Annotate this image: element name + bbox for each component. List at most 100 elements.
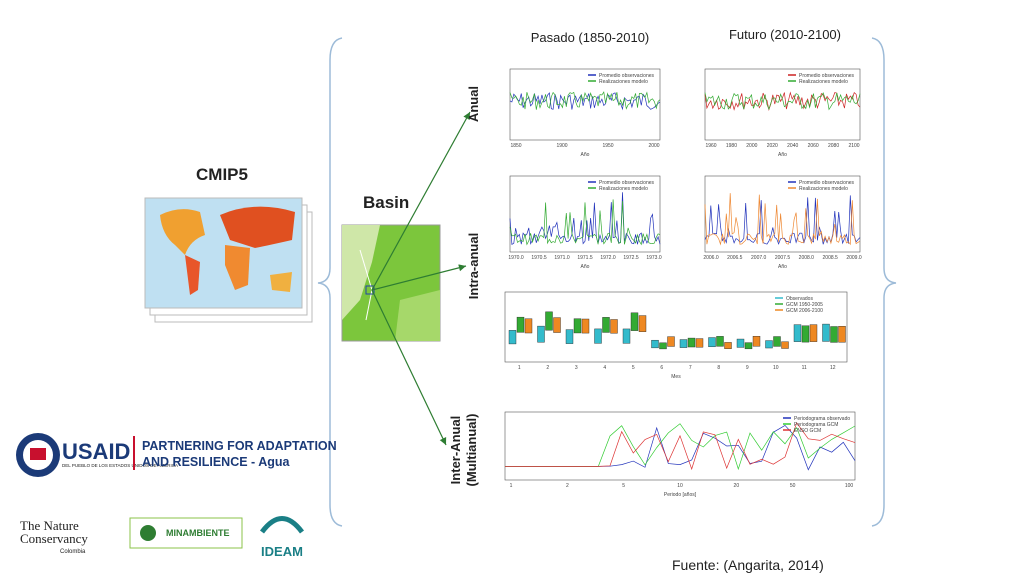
x-tick-label: 2000 <box>746 143 757 149</box>
legend-label: GCM 1950-2005 <box>786 302 823 308</box>
tnc-sub: Colombia <box>60 549 86 555</box>
box <box>537 325 545 343</box>
trace <box>509 92 661 111</box>
x-tick-label: 1980 <box>726 143 737 149</box>
box <box>765 340 773 349</box>
box <box>524 318 533 334</box>
x-axis-label: Año <box>778 152 787 158</box>
x-tick-label: 100 <box>845 483 854 489</box>
x-axis-label: Año <box>581 264 590 270</box>
x-tick-label: 50 <box>790 483 796 489</box>
chart-frame <box>504 291 848 363</box>
x-tick-label: 1972.0 <box>600 255 616 261</box>
box <box>793 324 802 342</box>
box <box>508 330 517 345</box>
box <box>773 336 781 347</box>
legend-label: Promedio observaciones <box>599 180 655 186</box>
x-tick-label: 2100 <box>848 143 859 149</box>
x-tick-label: 9 <box>746 365 749 371</box>
legend-label: Periodograma observado <box>794 416 850 422</box>
tnc-text: The Nature <box>20 518 79 533</box>
x-tick-label: 2007.0 <box>751 255 767 261</box>
x-tick-label: 3 <box>575 365 578 371</box>
box <box>708 337 716 348</box>
column-header: Pasado (1850-2010) <box>531 30 650 45</box>
x-tick-label: 1850 <box>510 143 521 149</box>
box <box>809 324 818 342</box>
legend-label: ENSO GCM <box>794 428 821 434</box>
trace <box>505 422 856 471</box>
usaid-sub: DEL PUEBLO DE LOS ESTADOS UNIDOS DE AMÉR… <box>62 462 178 468</box>
x-tick-label: 1972.5 <box>623 255 639 261</box>
legend-label: Realizaciones modelo <box>799 79 848 85</box>
cmip5-maps <box>144 197 313 323</box>
x-tick-label: 2006.5 <box>727 255 743 261</box>
arrows <box>371 111 471 446</box>
box <box>594 328 602 344</box>
x-tick-label: 2000 <box>648 143 659 149</box>
usaid-logo: USAID DEL PUEBLO DE LOS ESTADOS UNIDOS D… <box>16 433 337 477</box>
box <box>651 339 659 349</box>
trace <box>704 193 861 246</box>
x-tick-label: 1900 <box>556 143 567 149</box>
box <box>659 342 667 350</box>
box <box>565 329 574 344</box>
x-tick-label: 10 <box>773 365 779 371</box>
x-tick-label: 5 <box>632 365 635 371</box>
x-tick-label: 2020 <box>767 143 778 149</box>
right-brace <box>871 37 897 527</box>
row-label: Intra-anual <box>466 233 481 299</box>
x-tick-label: 12 <box>830 365 836 371</box>
box <box>724 342 732 349</box>
basin-map <box>341 224 441 342</box>
trace <box>509 192 661 245</box>
x-tick-label: 2007.5 <box>775 255 791 261</box>
x-tick-label: 1960 <box>705 143 716 149</box>
ideam-text: IDEAM <box>261 544 303 559</box>
x-tick-label: 1971.5 <box>577 255 593 261</box>
minambiente-text: MINAMBIENTE <box>166 528 230 538</box>
box <box>622 328 631 344</box>
x-tick-label: 5 <box>622 483 625 489</box>
column-header: Futuro (2010-2100) <box>729 27 841 42</box>
x-tick-label: 4 <box>603 365 606 371</box>
box <box>830 326 838 343</box>
legend-label: Promedio observaciones <box>599 73 655 79</box>
tnc-text: Conservancy <box>20 531 88 546</box>
x-tick-label: 2008.0 <box>799 255 815 261</box>
box <box>752 336 761 347</box>
x-tick-label: 2080 <box>828 143 839 149</box>
x-tick-label: 2040 <box>787 143 798 149</box>
legend-label: Promedio observaciones <box>799 73 855 79</box>
x-tick-label: 1 <box>518 365 521 371</box>
box <box>573 318 582 334</box>
box <box>553 317 561 333</box>
x-tick-label: 1970.5 <box>531 255 547 261</box>
x-axis-label: Periodo [años] <box>664 492 697 498</box>
box <box>736 338 745 348</box>
x-tick-label: 1 <box>510 483 513 489</box>
box <box>744 342 753 350</box>
x-tick-label: 2 <box>546 365 549 371</box>
legend-label: Realizaciones modelo <box>599 79 648 85</box>
x-tick-label: 2060 <box>808 143 819 149</box>
x-tick-label: 11 <box>802 365 807 371</box>
x-tick-label: 10 <box>677 483 683 489</box>
box <box>687 337 696 348</box>
box <box>610 319 618 334</box>
chart-frame <box>509 68 661 141</box>
box <box>667 336 675 347</box>
legend-label: Realizaciones modelo <box>799 186 848 192</box>
x-tick-label: 2 <box>566 483 569 489</box>
x-tick-label: 1970.0 <box>508 255 524 261</box>
box <box>638 315 647 332</box>
x-axis-label: Año <box>778 264 787 270</box>
x-tick-label: 8 <box>717 365 720 371</box>
x-tick-label: 2006.0 <box>703 255 719 261</box>
source: Fuente: (Angarita, 2014) <box>672 557 824 573</box>
box <box>801 325 810 343</box>
box <box>822 323 830 342</box>
box <box>602 317 610 333</box>
